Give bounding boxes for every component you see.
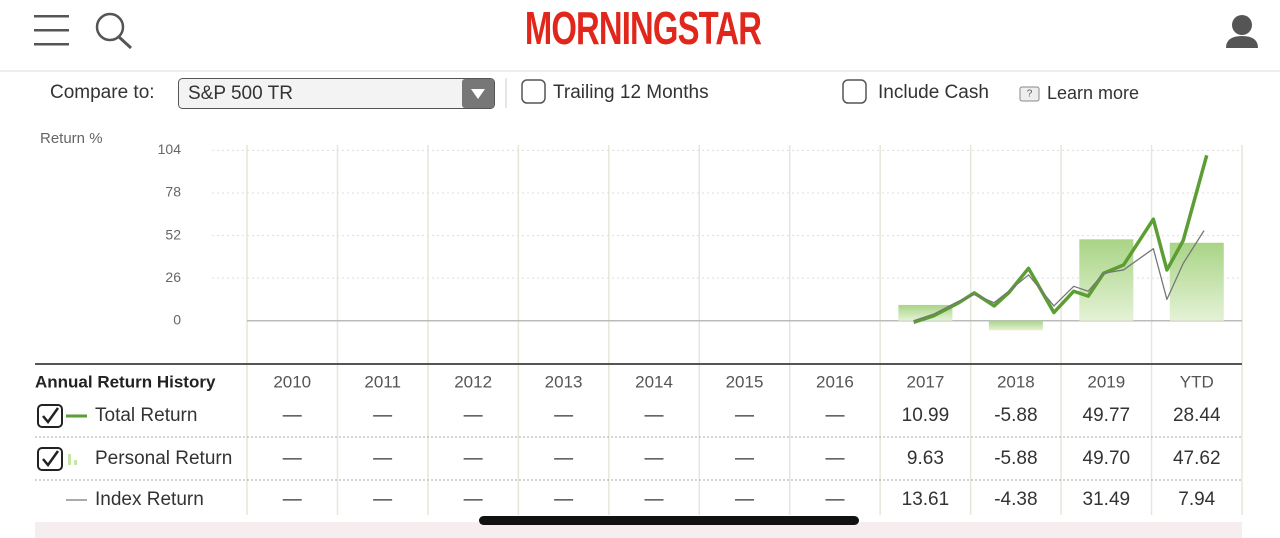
table-cell: 13.61 (902, 489, 950, 510)
y-tick-label: 52 (165, 226, 181, 242)
user-button[interactable] (1226, 15, 1258, 48)
table-cell: — (464, 405, 483, 426)
logo[interactable]: MORNINGSTAR (525, 4, 763, 55)
compare-label: Compare to: (50, 82, 155, 103)
search-button[interactable] (95, 12, 133, 50)
column-header: 2019 (1087, 372, 1125, 391)
column-header: 2016 (816, 372, 854, 391)
table-cell: — (735, 448, 754, 469)
column-header: 2012 (454, 372, 492, 391)
legend-bar (68, 454, 71, 465)
column-header: 2015 (726, 372, 764, 391)
table-cell: — (283, 448, 302, 469)
checkmark (42, 450, 60, 468)
column-header: 2010 (273, 372, 311, 391)
table-cell: — (464, 448, 483, 469)
line (913, 154, 1209, 325)
bar (1079, 239, 1134, 321)
table-title: Annual Return History (35, 372, 216, 391)
table-cell: — (283, 489, 302, 510)
table-cell: -5.88 (994, 405, 1037, 426)
home-indicator (479, 516, 859, 525)
table-cell: — (645, 405, 664, 426)
y-tick-label: 104 (158, 141, 182, 157)
y-axis-label: Return % (40, 130, 103, 147)
table-cell: — (825, 448, 844, 469)
column-header: 2017 (906, 372, 944, 391)
legend-bar (74, 460, 77, 465)
table-cell: — (373, 489, 392, 510)
menu-button[interactable] (34, 15, 69, 46)
details-strip (35, 522, 1242, 538)
table-cell: 7.94 (1178, 489, 1215, 510)
y-tick-label: 26 (165, 269, 181, 285)
table-cell: — (554, 405, 573, 426)
y-tick-label: 78 (165, 184, 181, 200)
bar (898, 304, 953, 321)
column-header: 2011 (364, 372, 401, 391)
table-cell: 49.70 (1083, 448, 1131, 469)
svg-text:?: ? (1027, 89, 1033, 100)
compare-select[interactable]: S&P 500 TR (178, 78, 495, 109)
table-cell: — (825, 489, 844, 510)
table-cell: — (554, 489, 573, 510)
bar (988, 320, 1043, 331)
y-tick-label: 0 (173, 311, 181, 327)
column-header: YTD (1180, 372, 1214, 391)
table-cell: — (373, 448, 392, 469)
table-cell: 31.49 (1083, 489, 1131, 510)
compare-value: S&P 500 TR (188, 83, 293, 104)
table-cell: 9.63 (907, 448, 944, 469)
learn-more-link[interactable]: Learn more (1047, 83, 1139, 103)
cash-checkbox[interactable] (842, 79, 867, 104)
table-cell: — (464, 489, 483, 510)
table-cell: — (735, 489, 754, 510)
table-cell: — (373, 405, 392, 426)
checkmark (42, 407, 60, 425)
table-cell: — (283, 405, 302, 426)
table-cell: -4.38 (994, 489, 1037, 510)
column-header: 2018 (997, 372, 1035, 391)
row-label: Personal Return (95, 448, 232, 469)
row-label: Total Return (95, 405, 197, 426)
help-icon: ? (1019, 86, 1040, 102)
table-cell: — (735, 405, 754, 426)
column-header: 2014 (635, 372, 673, 391)
row-label: Index Return (95, 489, 204, 510)
cash-label[interactable]: Include Cash (878, 82, 989, 103)
line (913, 230, 1205, 322)
trailing-label[interactable]: Trailing 12 Months (553, 82, 709, 103)
trailing-checkbox[interactable] (521, 79, 546, 104)
column-header: 2013 (545, 372, 583, 391)
bar (1169, 242, 1224, 321)
table-cell: — (825, 405, 844, 426)
table-cell: 28.44 (1173, 405, 1221, 426)
table-cell: 49.77 (1083, 405, 1131, 426)
table-cell: -5.88 (994, 448, 1037, 469)
table-cell: 10.99 (902, 405, 950, 426)
table-cell: — (554, 448, 573, 469)
table-cell: — (645, 448, 664, 469)
table-cell: — (645, 489, 664, 510)
table-cell: 47.62 (1173, 448, 1221, 469)
